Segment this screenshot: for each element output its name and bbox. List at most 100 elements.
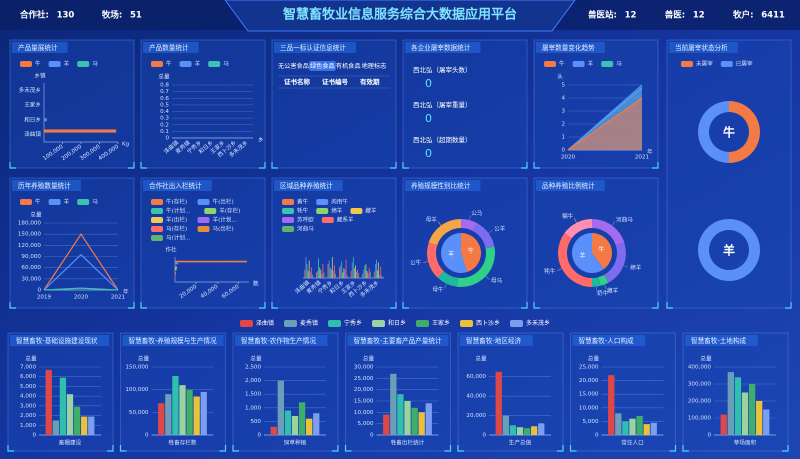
x-tick-label: 2021	[111, 295, 126, 301]
panel-corner	[219, 445, 227, 452]
column-header: 有效期	[360, 77, 380, 86]
bar	[356, 271, 357, 278]
ring-slice	[598, 274, 609, 286]
leader-line	[437, 221, 442, 226]
x-axis-label: 年	[123, 288, 129, 296]
legend-swatch	[48, 61, 61, 67]
x-axis-label: 生产总值	[509, 439, 532, 447]
bar	[350, 271, 352, 278]
legend-label: 牛	[35, 198, 41, 206]
leader-line	[611, 221, 616, 226]
bar	[355, 265, 356, 278]
pie-slice	[440, 233, 468, 273]
y-tick-label: 0	[257, 433, 261, 439]
stat-label: 兽医:	[665, 10, 685, 21]
y-tick-label: 4,000	[20, 394, 36, 400]
slice-label: 绵羊	[630, 264, 642, 272]
y-tick-label: 50,000	[129, 410, 149, 416]
y-tick-label: 多禾茂乡	[19, 86, 41, 94]
bar	[319, 267, 321, 278]
panel-corner	[128, 302, 135, 309]
legend-label: 肉用牛	[331, 198, 348, 206]
x-axis-label: 饲草种植	[284, 439, 307, 447]
y-tick-label: 20,000	[466, 413, 486, 419]
bar	[344, 269, 346, 278]
slice-label: 公羊	[494, 224, 506, 232]
stat-label: 牧户:	[733, 10, 753, 21]
stat-value: 6411	[761, 11, 785, 21]
bar	[45, 369, 52, 435]
y-tick-label: 30,000	[354, 365, 374, 371]
y-tick-label: 5,000	[357, 421, 373, 427]
slice-label: 奶牛	[597, 289, 609, 297]
panel-title-bar	[10, 335, 110, 346]
panel-title: 产品量展统计	[18, 43, 58, 52]
bar	[335, 273, 336, 278]
legend-swatch	[282, 208, 294, 214]
y-tick-label: 15,000	[354, 399, 374, 405]
bar	[523, 428, 531, 435]
pie-slice	[571, 233, 604, 273]
bar	[362, 273, 364, 278]
legend-label: 和日乡	[388, 319, 406, 327]
bar	[650, 422, 657, 435]
panel-corner	[332, 445, 339, 452]
y-axis-label: 总量	[25, 355, 37, 363]
legend-swatch	[720, 61, 733, 67]
panel-corner	[666, 302, 673, 309]
panel-corner	[444, 445, 452, 452]
bar	[172, 376, 179, 435]
y-tick-label: 4	[561, 96, 565, 102]
y-tick-label: 180,000	[18, 221, 42, 227]
bar	[629, 418, 636, 435]
slice-label: 牛	[599, 245, 605, 253]
leader-line	[444, 283, 447, 289]
x-axis-label: 数	[253, 280, 259, 288]
bar	[358, 273, 360, 278]
panel-corner	[652, 162, 659, 169]
legend-label: 牦牛	[297, 207, 309, 215]
legend-label: 未屠宰	[696, 60, 713, 68]
bar	[373, 271, 375, 278]
legend-label: 马(计划...	[166, 234, 191, 242]
legend-label: 马	[223, 60, 229, 68]
legend-label: 马	[616, 60, 622, 68]
panel-title: 屠宰数量变化趋势	[542, 43, 595, 52]
slice-label: 羊	[448, 250, 454, 258]
y-axis-label: 总量	[30, 211, 42, 219]
panel-title-bar	[143, 42, 199, 53]
bar	[643, 424, 650, 435]
y-tick-label: 5	[561, 83, 565, 89]
bar	[383, 414, 390, 435]
pie-slice	[461, 233, 481, 273]
panel-corner	[782, 445, 789, 452]
ring-slice	[592, 277, 601, 287]
y-tick-label: 90,000	[21, 254, 41, 260]
slice-label: 母羊	[426, 215, 438, 223]
column-header: 证书编号	[322, 77, 349, 86]
leader-line	[423, 261, 429, 263]
legend-label: 羊	[588, 60, 594, 68]
panel-corner	[259, 162, 266, 169]
legend-label: 绵羊	[331, 207, 343, 215]
y-tick-label: 7,000	[20, 365, 36, 371]
tab-highlight	[309, 61, 336, 71]
bar	[323, 272, 325, 278]
legend-swatch	[321, 217, 334, 223]
bar	[312, 274, 313, 278]
y-tick-label: 10,000	[354, 410, 374, 416]
bar	[365, 264, 367, 278]
panel-corner	[140, 302, 147, 309]
bar	[88, 416, 95, 435]
bar	[339, 267, 340, 278]
panel-corner	[9, 302, 16, 309]
legend-label: 苏呼欧	[297, 216, 314, 224]
legend-swatch	[316, 208, 329, 214]
leader-line	[574, 218, 577, 223]
y-axis-label: 总量	[158, 73, 170, 81]
legend-label: 多禾茂乡	[526, 319, 550, 327]
x-axis-label: 畜棚建设	[59, 439, 82, 447]
bar	[622, 421, 629, 435]
panel-corner	[259, 302, 266, 309]
y-tick-label: 2,000	[245, 378, 261, 384]
